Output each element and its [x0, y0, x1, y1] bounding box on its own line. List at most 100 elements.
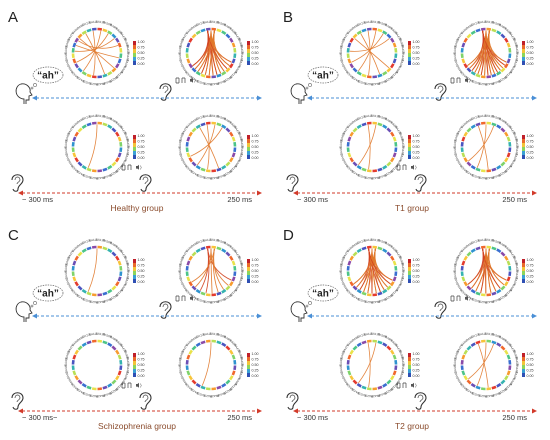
- node-segment: [102, 385, 108, 390]
- node-label: BA6L: [181, 159, 188, 168]
- node-segment: [508, 141, 512, 147]
- node-label: BA47L: [67, 31, 75, 41]
- node-label: BA10R: [377, 238, 388, 245]
- node-segment: [504, 281, 509, 287]
- color-scale-swatch: [522, 139, 525, 143]
- node-label: BA10R: [377, 114, 388, 121]
- node-segment: [460, 141, 464, 147]
- node-segment: [117, 152, 122, 158]
- node-label: BA41R: [101, 173, 112, 180]
- node-segment: [91, 339, 97, 343]
- node-label: BA44L: [63, 269, 68, 279]
- node-segment: [81, 248, 87, 253]
- node-label: BA10L: [357, 238, 367, 245]
- color-scale-label: 0.75: [252, 357, 259, 361]
- node-segment: [377, 73, 383, 78]
- node-segment: [491, 167, 497, 172]
- node-segment: [200, 291, 206, 296]
- node-segment: [195, 165, 201, 170]
- node-segment: [188, 63, 193, 69]
- node-label: BA22R: [389, 382, 399, 392]
- node-label: BA11R: [96, 113, 106, 118]
- node-label: BA47L: [456, 249, 464, 259]
- node-label: BA44L: [338, 269, 343, 279]
- color-scale-swatch: [247, 53, 250, 57]
- node-label: BA6L: [181, 65, 188, 74]
- speech-bubble: “ah”: [30, 284, 64, 308]
- node-label: BA21R: [222, 387, 233, 396]
- node-label: BA46R: [237, 350, 244, 361]
- node-label: BA45R: [400, 45, 405, 56]
- node-segment: [377, 340, 383, 345]
- node-segment: [500, 251, 506, 257]
- node-label: BA8R: [115, 121, 124, 130]
- color-scale-swatch: [133, 373, 136, 377]
- speaking-head-icon: [15, 83, 33, 104]
- node-segment: [74, 131, 79, 137]
- color-scale-swatch: [247, 361, 250, 365]
- node-segment: [486, 245, 492, 249]
- node-label: BA6L: [181, 377, 188, 386]
- node-segment: [491, 340, 497, 345]
- panel-letter: B: [283, 9, 293, 26]
- node-label: BA8L: [346, 245, 354, 253]
- node-label: BA11L: [89, 113, 99, 118]
- blue-arrow: [307, 95, 537, 101]
- node-label: BA47R: [119, 125, 128, 136]
- node-segment: [508, 359, 512, 365]
- node-segment: [480, 245, 486, 249]
- node-label: BA6R: [398, 277, 405, 287]
- node-segment: [86, 28, 92, 33]
- node-label: BA6L: [342, 283, 349, 292]
- node-label: BA41L: [189, 75, 199, 83]
- node-label: BA4R: [119, 65, 127, 74]
- node-segment: [508, 53, 512, 59]
- color-scale-label: 0.25: [527, 150, 534, 154]
- node-segment: [74, 63, 79, 69]
- node-segment: [225, 345, 231, 351]
- color-scale-swatch: [247, 353, 250, 357]
- node-label: BA45L: [178, 138, 183, 148]
- connection-line: [190, 127, 223, 157]
- node-segment: [233, 265, 237, 271]
- node-label: BA21R: [222, 293, 233, 302]
- ear-icon: [11, 392, 24, 410]
- node-segment: [191, 379, 197, 385]
- node-segment: [115, 349, 120, 355]
- color-scale-swatch: [133, 155, 136, 159]
- node-label: BA42L: [70, 382, 79, 391]
- node-label: BA9L: [190, 117, 199, 124]
- node-label: BA21L: [82, 391, 92, 398]
- node-segment: [392, 152, 397, 158]
- node-segment: [91, 169, 97, 173]
- color-scale-swatch: [133, 365, 136, 369]
- node-label: BA9L: [351, 23, 360, 30]
- color-scale-swatch: [133, 151, 136, 155]
- node-label: BA10R: [102, 20, 113, 27]
- node-label: BA9R: [223, 241, 232, 249]
- connection-line: [79, 38, 115, 69]
- node-segment: [372, 245, 378, 249]
- node-label: BA21L: [82, 79, 92, 86]
- node-label: BA9L: [351, 335, 360, 342]
- connection-line: [467, 248, 484, 285]
- node-segment: [463, 63, 468, 69]
- connection-line: [83, 30, 102, 72]
- blue-arrow: [307, 313, 537, 319]
- node-label: BA47L: [67, 125, 75, 135]
- node-label: BA4R: [119, 159, 127, 168]
- node-segment: [225, 67, 231, 73]
- node-segment: [392, 136, 397, 142]
- node-label: BA10L: [82, 332, 92, 339]
- node-label: BA45L: [453, 44, 458, 54]
- node-label: BA6L: [342, 65, 349, 74]
- node-segment: [475, 340, 481, 345]
- node-label: BA4L: [178, 371, 184, 380]
- node-label: BA4R: [119, 377, 127, 386]
- node-label: BA11R: [371, 19, 381, 24]
- color-scale-label: 0.00: [252, 62, 259, 66]
- node-segment: [216, 73, 222, 78]
- node-segment: [486, 293, 492, 297]
- node-label: BA4R: [394, 377, 402, 386]
- node-label: BA47R: [508, 249, 517, 260]
